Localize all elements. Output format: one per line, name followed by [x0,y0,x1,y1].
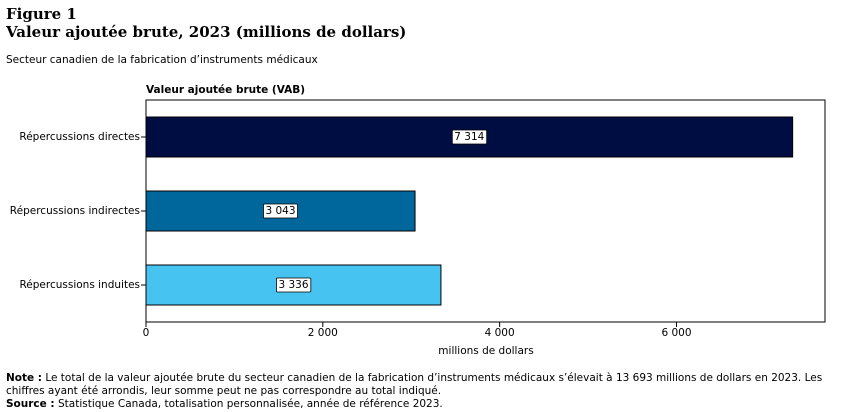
x-axis-label: millions de dollars [438,345,533,357]
value-label: 3 336 [278,279,308,291]
chart-subtitle: Secteur canadien de la fabrication d’ins… [6,54,318,66]
figure-label: Figure 1 [6,5,77,23]
x-tick-label: 2 000 [308,327,338,339]
y-tick-label: Répercussions indirectes [10,205,140,217]
chart-title: Valeur ajoutée brute, 2023 (millions de … [5,23,406,41]
source-label: Source : [6,398,55,410]
y-tick-label: Répercussions directes [19,131,140,143]
x-tick-label: 0 [143,327,150,339]
chart: Figure 1 Valeur ajoutée brute, 2023 (mil… [5,5,826,357]
x-tick-label: 4 000 [485,327,515,339]
note-label: Note : [6,372,42,384]
plot-title: Valeur ajoutée brute (VAB) [146,84,305,96]
value-label: 7 314 [454,131,484,143]
value-label: 3 043 [265,205,295,217]
notes: Note : Le total de la valeur ajoutée bru… [6,372,836,411]
source: Source : Statistique Canada, totalisatio… [6,398,836,411]
y-tick-label: Répercussions induites [19,279,140,291]
note-text: Le total de la valeur ajoutée brute du s… [6,372,823,397]
value-label-box [451,129,488,145]
source-text: Statistique Canada, totalisation personn… [57,398,443,410]
x-tick-label: 6 000 [661,327,691,339]
value-label-box [276,277,312,293]
value-label-box [263,203,298,219]
note: Note : Le total de la valeur ajoutée bru… [6,372,836,398]
